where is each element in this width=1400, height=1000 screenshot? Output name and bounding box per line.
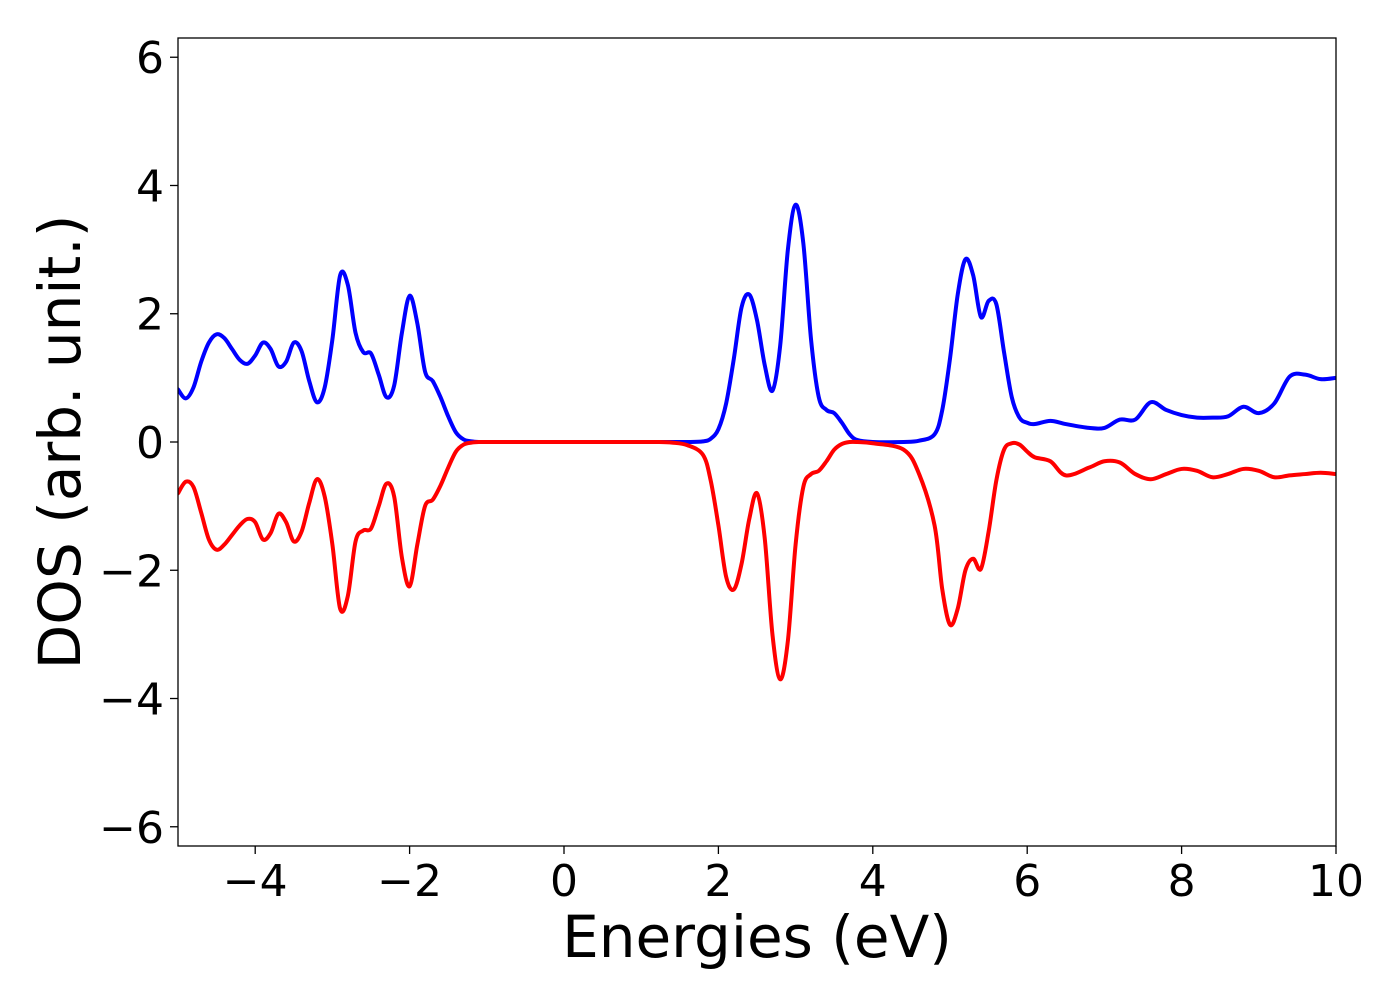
y-tick-label: 2 [136,290,164,341]
x-tick-label: −2 [377,856,442,907]
x-tick-label: 4 [859,856,887,907]
series-line-spin-down [178,439,1336,682]
plot-area [177,37,1337,847]
x-tick-label: 6 [1013,856,1041,907]
x-axis-ticks: −4 −2 0 2 4 6 8 10 [223,846,1364,907]
y-axis-title: DOS (arb. unit.) [26,215,94,670]
x-tick-label: 10 [1308,856,1364,907]
y-tick-label: −2 [99,546,164,597]
y-tick-label: −4 [99,675,164,726]
series-line-spin-up [178,202,1336,445]
y-axis-ticks: −6 −4 −2 0 2 4 6 [99,33,178,854]
x-axis-title: Energies (eV) [562,903,952,971]
x-tick-label: 2 [704,856,732,907]
plot-frame [177,37,1337,847]
x-tick-label: 0 [550,856,578,907]
y-tick-label: 4 [136,161,164,212]
y-tick-label: 6 [136,33,164,84]
x-tick-label: −4 [223,856,288,907]
x-tick-label: 8 [1168,856,1196,907]
y-tick-label: 0 [136,418,164,469]
y-tick-label: −6 [99,803,164,854]
